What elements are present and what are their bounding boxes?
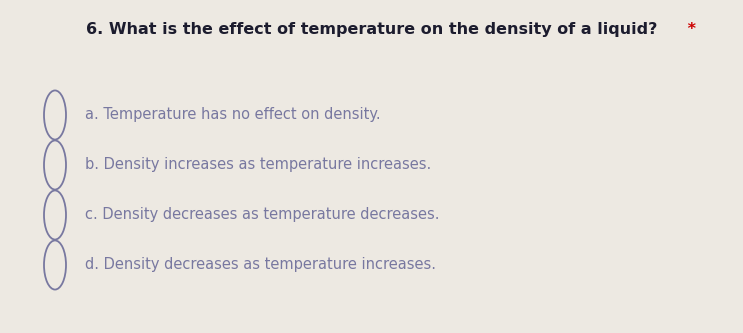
Text: b. Density increases as temperature increases.: b. Density increases as temperature incr… — [85, 158, 431, 172]
Text: 6. What is the effect of temperature on the density of a liquid?: 6. What is the effect of temperature on … — [85, 22, 658, 37]
Text: a. Temperature has no effect on density.: a. Temperature has no effect on density. — [85, 108, 380, 123]
Text: c. Density decreases as temperature decreases.: c. Density decreases as temperature decr… — [85, 207, 440, 222]
Text: d. Density decreases as temperature increases.: d. Density decreases as temperature incr… — [85, 257, 436, 272]
Text: *: * — [681, 22, 695, 37]
